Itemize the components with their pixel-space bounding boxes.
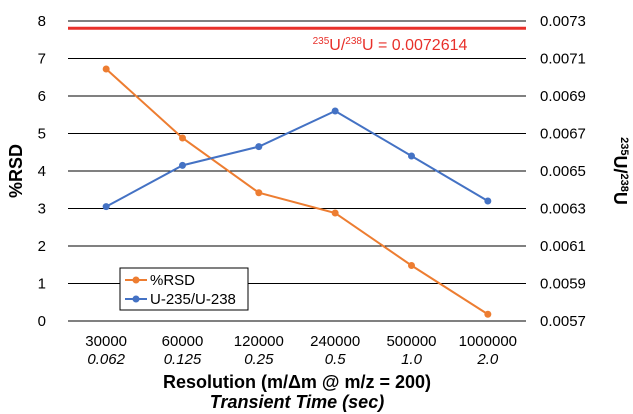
series-0-point-0 <box>102 65 110 73</box>
right-tick-label-5: 0.0067 <box>540 126 586 143</box>
x-tick-secondary-label-4: 1.0 <box>401 351 423 368</box>
series-0-point-4 <box>408 262 415 269</box>
series-group <box>102 65 492 318</box>
right-tick-label-0: 0.0057 <box>540 313 586 330</box>
series-line-1 <box>105 109 489 208</box>
x-tick-label-1: 60000 <box>162 333 204 350</box>
x-axis-title: Resolution (m/Δm @ m/z = 200) <box>163 372 431 392</box>
right-tick-label-4: 0.0065 <box>540 163 586 180</box>
legend-marker-ratio <box>132 295 140 303</box>
left-tick-label-3: 3 <box>38 201 46 218</box>
reference-label-end: U = 0.0072614 <box>362 37 468 54</box>
left-tick-label-0: 0 <box>38 313 46 330</box>
gridlines <box>68 20 526 284</box>
series-0-point-2 <box>255 189 263 197</box>
right-tick-label-1: 0.0059 <box>540 276 586 293</box>
left-tick-label-2: 2 <box>38 238 46 255</box>
series-1-point-0 <box>102 203 110 211</box>
right-axis-title: 235U/238U <box>610 137 630 205</box>
right-tick-label-8: 0.0073 <box>540 13 586 30</box>
series-1-point-4 <box>408 152 415 160</box>
series-1-point-5 <box>484 197 492 205</box>
left-tick-label-7: 7 <box>38 51 46 68</box>
reference-label-sup2: 238 <box>345 36 362 47</box>
reference-line-label: 235U/238U = 0.0072614 <box>313 36 468 54</box>
legend-label-ratio: U-235/U-238 <box>150 291 236 308</box>
series-0-point-3 <box>331 209 339 217</box>
series-line-0 <box>105 68 489 316</box>
right-axis-title-sup1: 235 <box>618 137 630 155</box>
x-tick-secondary-label-1: 0.125 <box>164 351 202 368</box>
x-tick-secondary-label-3: 0.5 <box>325 351 347 368</box>
series-1-point-2 <box>255 143 263 151</box>
right-axis-title-mid: U/ <box>610 156 630 174</box>
x-tick-secondary-label-5: 2.0 <box>476 351 499 368</box>
reference-label-sup1: 235 <box>313 36 330 47</box>
legend-marker-rsd <box>132 276 140 284</box>
left-tick-label-6: 6 <box>38 88 46 105</box>
right-axis-ticks: 0.0057 0.0059 0.0061 0.0063 0.0065 0.0067 0.00… <box>540 13 586 330</box>
x-axis-secondary-title: Transient Time (sec) <box>210 392 384 412</box>
reference-label-mid: U/ <box>329 37 346 54</box>
left-axis-title: %RSD <box>6 144 26 198</box>
x-tick-label-0: 30000 <box>85 333 127 350</box>
right-tick-label-3: 0.0063 <box>540 201 586 218</box>
series-0-point-1 <box>179 134 186 142</box>
right-axis-title-end: U <box>610 192 630 205</box>
series-1-point-3 <box>331 107 339 115</box>
left-tick-label-4: 4 <box>38 163 46 180</box>
left-axis-ticks: 0 1 2 3 4 5 6 7 8 <box>38 13 46 330</box>
legend-box <box>119 267 249 311</box>
right-tick-label-2: 0.0061 <box>540 238 586 255</box>
x-tick-label-2: 120000 <box>234 333 284 350</box>
legend: %RSD U-235/U-238 <box>119 267 249 311</box>
x-tick-secondary-label-0: 0.062 <box>87 351 125 368</box>
x-tick-secondary-label-2: 0.25 <box>244 351 274 368</box>
left-tick-label-1: 1 <box>38 276 46 293</box>
left-tick-label-8: 8 <box>38 13 46 30</box>
right-tick-label-7: 0.0071 <box>540 51 586 68</box>
legend-label-rsd: %RSD <box>150 272 195 289</box>
series-0-point-5 <box>484 310 492 318</box>
right-tick-label-6: 0.0069 <box>540 88 586 105</box>
x-tick-label-4: 500000 <box>386 333 436 350</box>
right-axis-title-sup2: 238 <box>618 174 630 192</box>
left-tick-label-5: 5 <box>38 126 46 143</box>
x-tick-label-5: 1000000 <box>459 333 517 350</box>
series-1-point-1 <box>179 161 186 169</box>
x-tick-label-3: 240000 <box>310 333 360 350</box>
